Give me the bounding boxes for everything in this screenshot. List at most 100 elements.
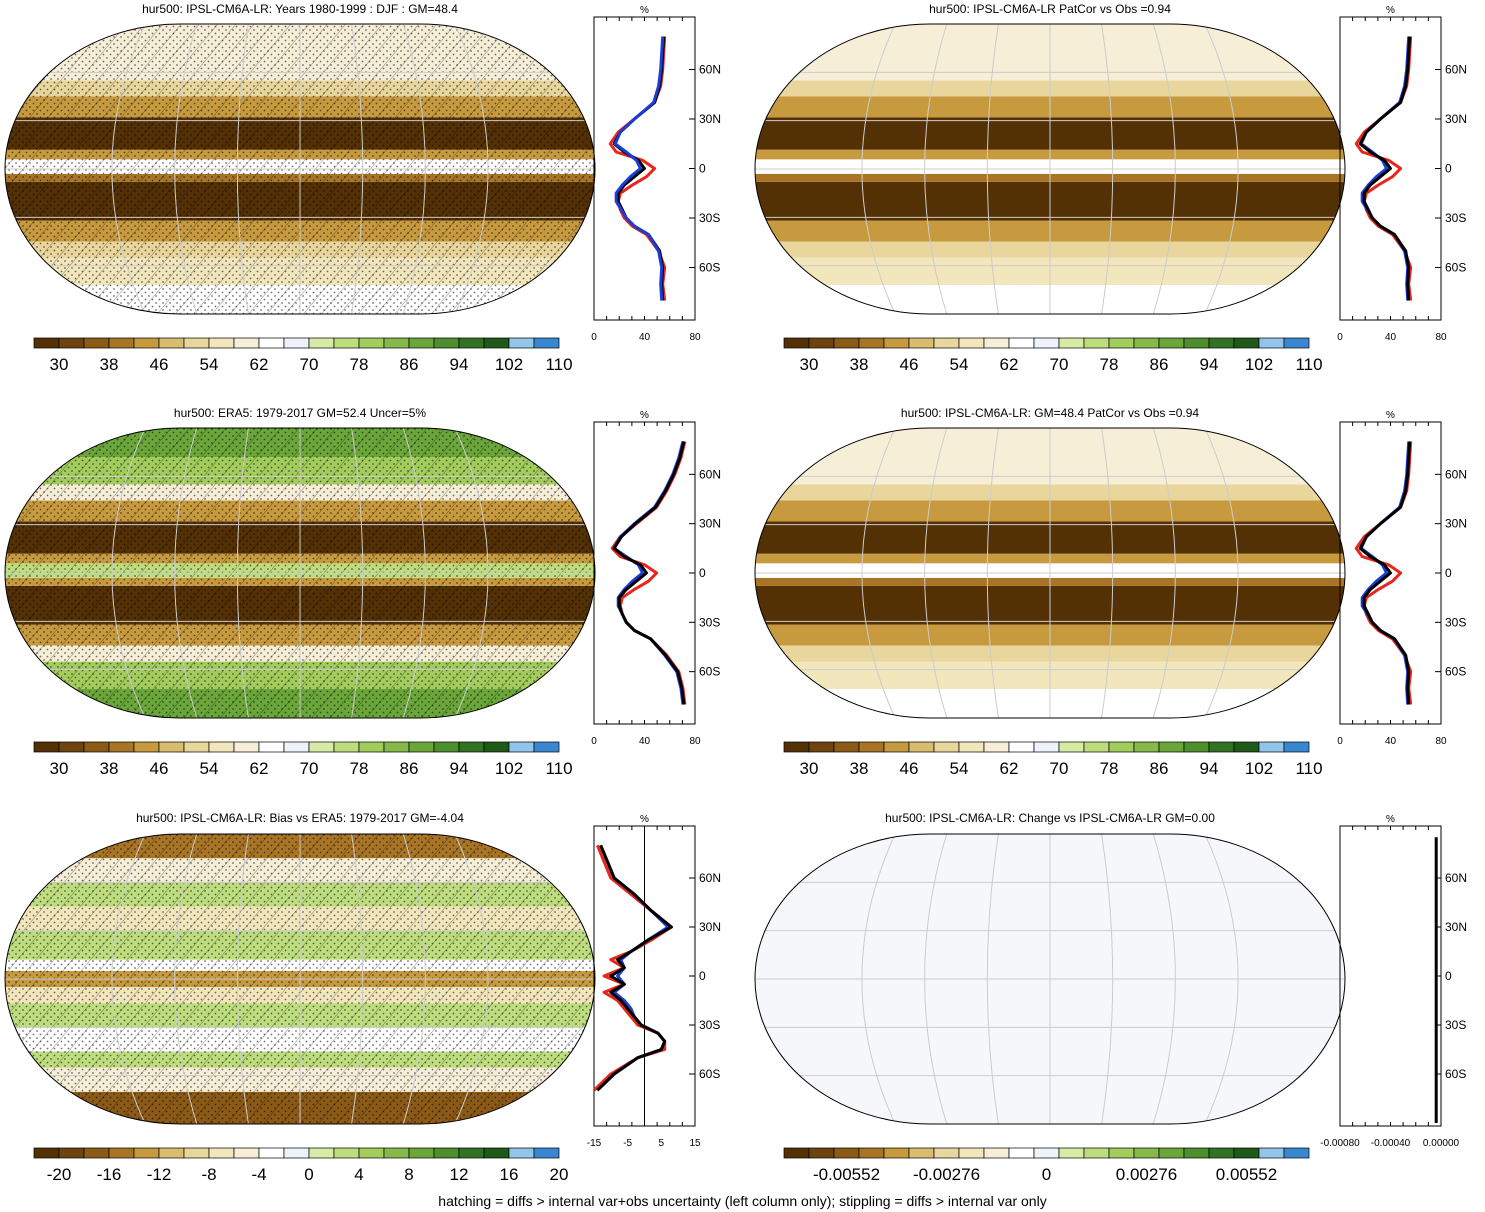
colorbar-swatch (1008, 1147, 1035, 1159)
colorbar-label: 94 (450, 759, 469, 778)
colorbar-swatch (908, 741, 935, 753)
colorbar-swatch (858, 741, 885, 753)
colorbar-swatch (1158, 337, 1185, 349)
colorbar-swatch (1108, 1147, 1135, 1159)
colorbar-label: 30 (800, 759, 819, 778)
colorbar-label: 46 (900, 759, 919, 778)
profile-unit-label: % (640, 5, 649, 16)
colorbar-swatch (408, 741, 435, 753)
colorbar-swatch (1258, 741, 1285, 753)
colorbar-label: 30 (50, 355, 69, 374)
colorbar-swatch (958, 1147, 985, 1159)
profile-ytick-label: 60S (1445, 260, 1466, 274)
profile-ytick-label: 0 (1445, 566, 1452, 580)
colorbar-label: 110 (1295, 355, 1322, 374)
colorbar-label: 38 (100, 759, 119, 778)
profile-unit-label: % (1386, 5, 1395, 16)
colorbar-swatch (508, 1147, 535, 1159)
profile-panel-5: % 60N 30N 0 30S 60S -15 -5 5 15 (587, 814, 721, 1149)
profile-xtick-label: 5 (659, 1138, 665, 1149)
colorbar-1: 30 38 46 54 62 70 78 86 94 102 110 (33, 337, 573, 374)
colorbar-label: 8 (404, 1165, 413, 1184)
colorbar-swatch (933, 1147, 960, 1159)
colorbar-swatch (233, 741, 260, 753)
colorbar-swatch (33, 337, 60, 349)
colorbar-swatch (258, 741, 285, 753)
map-panel-5 (4, 833, 596, 1125)
colorbar-label: -20 (47, 1165, 72, 1184)
profile-panel-4: % 60N 30N 0 30S 60S 0 40 80 (1337, 410, 1467, 747)
colorbar-swatch (1033, 337, 1060, 349)
colorbar-swatch (933, 337, 960, 349)
colorbar-swatch (858, 1147, 885, 1159)
graticule-lon (1101, 24, 1114, 314)
profile-series-model_line (1358, 441, 1412, 705)
colorbar-swatch (833, 1147, 860, 1159)
colorbar-swatch (58, 1147, 85, 1159)
colorbar-label: 46 (150, 355, 169, 374)
colorbar-swatch (1233, 1147, 1260, 1159)
colorbar-swatch (1258, 1147, 1285, 1159)
profile-ytick-label: 0 (1445, 969, 1452, 983)
profile-ytick-label: 30N (1445, 112, 1467, 126)
colorbar-swatch (783, 337, 810, 349)
colorbar-swatch (183, 337, 210, 349)
colorbar-swatch (1283, 741, 1310, 753)
profile-ytick-label: 60S (699, 260, 720, 274)
panel-title: hur500: IPSL-CM6A-LR PatCor vs Obs =0.94 (929, 2, 1171, 16)
colorbar-label: 94 (1200, 759, 1219, 778)
colorbar-swatch (108, 741, 135, 753)
profile-xtick-label: 0 (1337, 736, 1343, 747)
colorbar-swatch (183, 1147, 210, 1159)
map-panel-3 (4, 427, 596, 719)
colorbar-swatch (1183, 1147, 1210, 1159)
colorbar-4: 30 38 46 54 62 70 78 86 94 102 110 (783, 741, 1323, 778)
colorbar-label: -8 (201, 1165, 216, 1184)
graticule-lon (111, 834, 146, 1124)
profile-series-obs_line (592, 844, 673, 1092)
graticule-lon (402, 428, 426, 718)
graticule-lon (1204, 24, 1239, 314)
colorbar-label: 0 (304, 1165, 313, 1184)
graticule-lon (861, 428, 896, 718)
colorbar-swatch (958, 337, 985, 349)
colorbar-label: 30 (50, 759, 69, 778)
colorbar-swatch (1208, 1147, 1235, 1159)
graticule-lon (111, 24, 146, 314)
colorbar-label: 54 (200, 355, 219, 374)
colorbar-swatch (258, 337, 285, 349)
colorbar-label: -4 (251, 1165, 266, 1184)
graticule-lon (454, 428, 489, 718)
colorbar-swatch (458, 337, 485, 349)
colorbar-label: 38 (850, 759, 869, 778)
profile-series-obs_line (1354, 36, 1413, 301)
colorbar-label: 62 (1000, 759, 1019, 778)
profile-ytick-label: 60N (699, 467, 721, 481)
colorbar-swatch (1133, 1147, 1160, 1159)
colorbar-swatch (333, 1147, 360, 1159)
profile-series-model_line (612, 441, 686, 705)
map-outline (4, 23, 596, 315)
colorbar-swatch (108, 337, 135, 349)
colorbar-6: -0.00552 -0.00276 0 0.00276 0.00552 (783, 1147, 1310, 1184)
colorbar-swatch (883, 741, 910, 753)
profile-xtick-label: 40 (639, 736, 651, 747)
colorbar-swatch (33, 741, 60, 753)
colorbar-swatch (1058, 741, 1085, 753)
profile-xtick-label: -15 (587, 1138, 602, 1149)
colorbar-label: 46 (150, 759, 169, 778)
colorbar-label: 102 (1245, 355, 1273, 374)
colorbar-swatch (133, 337, 160, 349)
colorbar-swatch (383, 1147, 410, 1159)
profile-xtick-label: 0 (1337, 332, 1343, 343)
colorbar-label: 20 (550, 1165, 569, 1184)
graticule-lon (351, 834, 364, 1124)
profile-ytick-label: 0 (699, 566, 706, 580)
graticule-lon (861, 834, 896, 1124)
profile-series-mmm_line (596, 844, 670, 1092)
profile-ytick-label: 30S (699, 1018, 720, 1032)
colorbar-swatch (158, 741, 185, 753)
panel-title: hur500: IPSL-CM6A-LR: Years 1980-1999 : … (142, 2, 458, 16)
graticule-lon (924, 834, 948, 1124)
colorbar-label: 12 (450, 1165, 469, 1184)
